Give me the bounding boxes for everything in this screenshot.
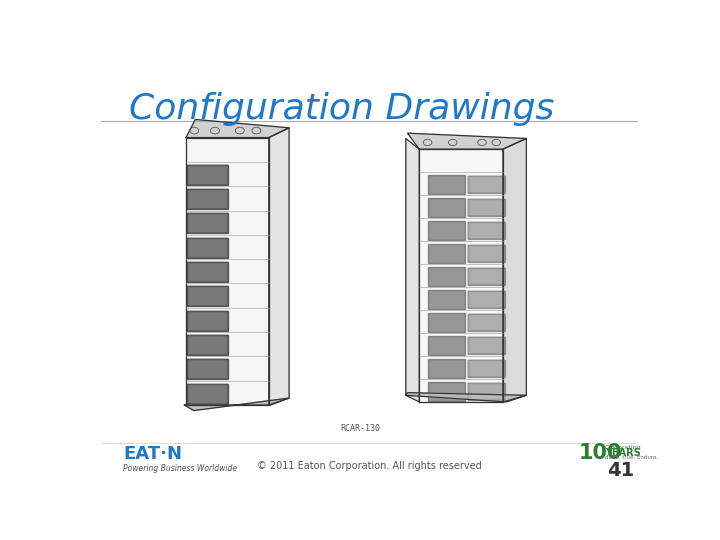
Polygon shape	[468, 314, 505, 331]
Polygon shape	[184, 398, 289, 410]
Polygon shape	[428, 221, 465, 240]
Text: Powering Business Worldwide: Powering Business Worldwide	[124, 464, 238, 474]
Polygon shape	[468, 245, 505, 262]
Polygon shape	[269, 128, 289, 405]
Polygon shape	[186, 335, 228, 355]
Polygon shape	[186, 383, 228, 403]
Text: RCAR-130: RCAR-130	[341, 424, 381, 433]
Polygon shape	[468, 291, 505, 308]
Polygon shape	[468, 199, 505, 216]
Polygon shape	[428, 267, 465, 286]
Polygon shape	[186, 359, 228, 379]
Text: Celebrating: Celebrating	[605, 446, 642, 450]
Text: Configuration Drawings: Configuration Drawings	[129, 92, 554, 126]
Polygon shape	[186, 189, 228, 209]
Polygon shape	[468, 222, 505, 239]
Polygon shape	[186, 213, 228, 233]
Text: done. true. Endure.: done. true. Endure.	[605, 455, 658, 460]
Polygon shape	[186, 310, 228, 330]
Polygon shape	[428, 198, 465, 217]
Polygon shape	[186, 262, 228, 282]
Polygon shape	[468, 383, 505, 400]
Polygon shape	[428, 244, 465, 263]
Text: 41: 41	[607, 461, 634, 480]
Polygon shape	[428, 290, 465, 309]
Text: YEARS: YEARS	[605, 448, 641, 458]
Text: © 2011 Eaton Corporation. All rights reserved: © 2011 Eaton Corporation. All rights res…	[256, 461, 482, 471]
Polygon shape	[419, 149, 503, 402]
Polygon shape	[406, 393, 526, 402]
Polygon shape	[468, 360, 505, 377]
Polygon shape	[428, 382, 465, 401]
Polygon shape	[468, 337, 505, 354]
Polygon shape	[186, 286, 228, 306]
Polygon shape	[408, 133, 526, 149]
Polygon shape	[428, 359, 465, 378]
Polygon shape	[406, 138, 419, 402]
Polygon shape	[186, 119, 289, 138]
Polygon shape	[428, 336, 465, 355]
Polygon shape	[186, 165, 228, 185]
Polygon shape	[503, 138, 526, 402]
Polygon shape	[186, 138, 269, 405]
Text: 100: 100	[578, 443, 622, 463]
Polygon shape	[428, 175, 465, 194]
Polygon shape	[186, 238, 228, 258]
Polygon shape	[428, 313, 465, 332]
Polygon shape	[468, 176, 505, 193]
Polygon shape	[468, 268, 505, 285]
Text: EAT·N: EAT·N	[124, 444, 182, 463]
